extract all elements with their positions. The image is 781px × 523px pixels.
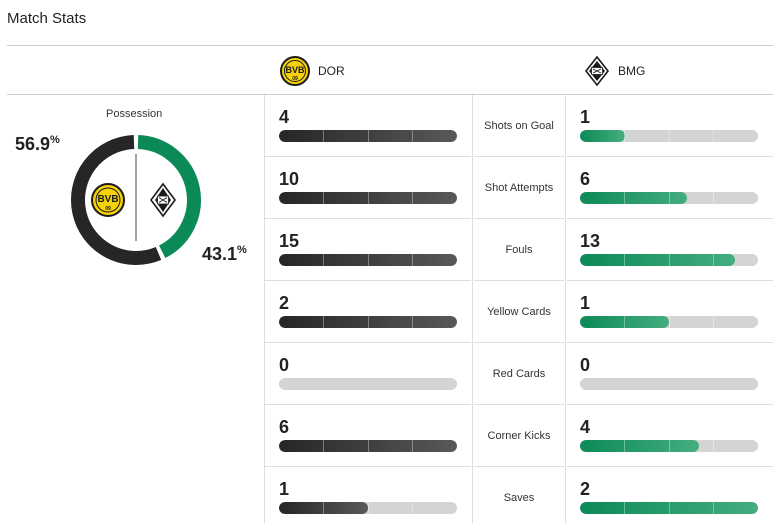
row-divider	[264, 404, 773, 405]
dortmund-logo-sub: 09	[292, 76, 298, 82]
row-divider	[264, 280, 773, 281]
stat-label: Shots on Goal	[484, 119, 554, 132]
stat-label: Shot Attempts	[484, 181, 554, 194]
stat-row: 4 Shots on Goal 1	[264, 95, 773, 157]
stat-row: 6 Corner Kicks 4	[264, 405, 773, 467]
stat-value-home: 10	[279, 169, 300, 189]
stat-value-home: 4	[279, 107, 290, 127]
possession-away-pct: 43.1%	[202, 244, 247, 264]
dortmund-logo-icon: BVB 09	[280, 56, 310, 86]
possession-label: Possession	[106, 108, 163, 120]
stat-value-home: 0	[279, 355, 290, 375]
row-divider	[264, 466, 773, 467]
stat-bar-away	[580, 502, 758, 514]
header-divider	[7, 94, 773, 95]
stat-value-home: 6	[279, 417, 290, 437]
donut-gladbach-logo-icon	[150, 182, 176, 218]
dortmund-logo-text: BVB	[285, 65, 305, 75]
stat-value-home: 2	[279, 293, 290, 313]
team-abbr-home: DOR	[318, 64, 345, 78]
stat-bar-away	[580, 254, 758, 266]
title-divider	[7, 45, 773, 46]
stat-bar-home	[279, 440, 457, 452]
stat-label: Corner Kicks	[487, 429, 551, 442]
stat-bar-home	[279, 254, 457, 266]
stat-value-away: 1	[580, 293, 591, 313]
stat-value-home: 15	[279, 231, 300, 251]
stat-value-away: 1	[580, 107, 591, 127]
possession-home-pct: 56.9%	[15, 134, 60, 154]
stat-label: Red Cards	[492, 367, 546, 380]
svg-text:BVB: BVB	[97, 194, 118, 205]
grid-line-left	[264, 95, 265, 523]
stat-value-away: 0	[580, 355, 591, 375]
stat-row: 0 Red Cards 0	[264, 343, 773, 405]
stat-bar-home	[279, 130, 457, 142]
stat-value-away: 6	[580, 169, 591, 189]
donut-dortmund-logo-icon: BVB 09	[91, 183, 125, 217]
team-header-away: BMG	[584, 56, 645, 86]
row-divider	[264, 156, 773, 157]
grid-line-center-left	[472, 95, 473, 523]
stat-value-away: 2	[580, 479, 591, 499]
stat-bar-away	[580, 130, 758, 142]
stat-bar-away	[580, 316, 758, 328]
stat-row: 1 Saves 2	[264, 467, 773, 523]
stat-bar-away	[580, 440, 758, 452]
stat-row: 2 Yellow Cards 1	[264, 281, 773, 343]
stat-value-home: 1	[279, 479, 290, 499]
possession-arc-away	[137, 135, 201, 258]
team-abbr-away: BMG	[618, 64, 646, 78]
stat-row: 10 Shot Attempts 6	[264, 157, 773, 219]
stat-label: Fouls	[505, 243, 533, 256]
stat-value-away: 13	[580, 231, 601, 251]
stat-row: 15 Fouls 13	[264, 219, 773, 281]
stat-bar-away	[580, 378, 758, 390]
stat-bar-home	[279, 502, 457, 514]
row-divider	[264, 342, 773, 343]
possession-arc-home	[71, 135, 162, 265]
stat-value-away: 4	[580, 417, 591, 437]
svg-text:09: 09	[105, 206, 111, 212]
row-divider	[264, 218, 773, 219]
stat-bar-home	[279, 316, 457, 328]
team-header-home: BVB 09 DOR	[280, 56, 345, 86]
stat-bar-away	[580, 192, 758, 204]
page-title: Match Stats	[7, 10, 87, 27]
gladbach-logo-icon	[584, 56, 610, 86]
stat-bar-home	[279, 378, 457, 390]
stat-bar-home	[279, 192, 457, 204]
grid-line-center-right	[565, 95, 566, 523]
stat-label: Saves	[503, 491, 535, 504]
stat-label: Yellow Cards	[487, 305, 551, 318]
possession-donut: BVB 09	[71, 135, 201, 265]
